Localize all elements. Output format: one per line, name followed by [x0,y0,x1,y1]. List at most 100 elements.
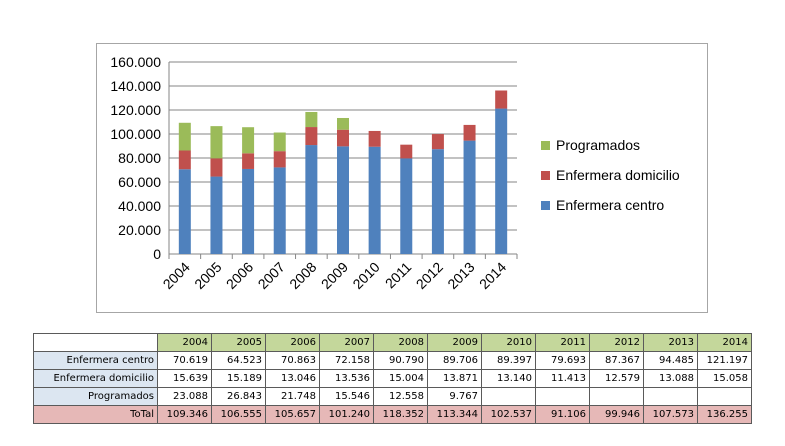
value-cell: 15.058 [697,369,752,388]
value-cell: 15.546 [319,387,374,406]
value-cell: 89.397 [481,351,536,370]
year-header: 2014 [697,333,752,352]
data-table: 2004 2005 2006 2007 2008 2009 2010 2011 2012 2013… [33,333,752,424]
year-header: 2009 [427,333,482,352]
value-cell: 121.197 [697,351,752,370]
value-cell: 94.485 [643,351,698,370]
year-header: 2012 [589,333,644,352]
value-cell: 13.046 [265,369,320,388]
y-tick-label: 120.000 [110,102,161,118]
x-tick-label: 2006 [223,259,256,292]
x-tick-label: 2014 [476,259,509,292]
total-value-cell: 105.657 [265,405,320,424]
bar-segment [178,169,191,254]
bar-segment [431,134,444,150]
x-tick-label: 2008 [286,259,319,292]
y-tick-label: 0 [153,246,161,262]
y-tick-label: 20.000 [118,222,161,238]
value-cell [535,387,590,406]
value-cell: 15.004 [373,369,428,388]
bar-segment [273,167,286,254]
x-tick-label: 2004 [160,259,193,292]
value-cell: 90.790 [373,351,428,370]
value-cell: 70.863 [265,351,320,370]
bar-segment [305,127,318,146]
total-value-cell: 106.555 [211,405,266,424]
value-cell: 72.158 [319,351,374,370]
row-label: Programados [33,387,158,406]
x-tick-label: 2010 [349,259,382,292]
year-header: 2006 [265,333,320,352]
value-cell [481,387,536,406]
value-cell: 79.693 [535,351,590,370]
value-cell: 13.140 [481,369,536,388]
total-label: ToTal [33,405,158,424]
bar-segment [368,146,381,254]
table-row: Programados 23.088 26.843 21.748 15.546 12.55… [33,387,752,406]
total-value-cell: 107.573 [643,405,698,424]
bar-segment [210,158,223,177]
legend-swatch [541,171,550,180]
legend-swatch [541,141,550,150]
table-header-row: 2004 2005 2006 2007 2008 2009 2010 2011 2012 2013… [33,333,752,352]
value-cell: 15.189 [211,369,266,388]
y-tick-label: 40.000 [118,198,161,214]
value-cell: 12.558 [373,387,428,406]
total-value-cell: 91.106 [535,405,590,424]
bar-segment [400,158,413,254]
table-row: Enfermera centro 70.619 64.523 70.863 72.158… [33,351,752,370]
bar-segment [242,127,255,154]
value-cell: 26.843 [211,387,266,406]
bar-segment [210,126,223,159]
value-cell: 70.619 [157,351,212,370]
bar-segment [463,124,476,141]
year-header: 2011 [535,333,590,352]
total-value-cell: 136.255 [697,405,752,424]
legend-swatch [541,201,550,210]
legend-label: Enfermera domicilio [556,167,680,183]
bar-segment [178,150,191,170]
y-tick-label: 80.000 [118,150,161,166]
bar-segment [210,176,223,254]
total-row: ToTal 109.346 106.555 105.657 101.240 118.352… [33,405,752,424]
bar-segment [495,90,508,109]
bar-segment [431,149,444,254]
value-cell: 11.413 [535,369,590,388]
value-cell [643,387,698,406]
y-tick-label: 100.000 [110,126,161,142]
value-cell: 13.536 [319,369,374,388]
bar-segment [463,140,476,254]
table-corner-cell [33,333,158,352]
y-tick-label: 160.000 [110,54,161,70]
value-cell: 12.579 [589,369,644,388]
bar-segment [337,146,349,254]
value-cell [697,387,752,406]
value-cell: 64.523 [211,351,266,370]
x-tick-label: 2013 [444,259,477,292]
bar-segment [305,111,318,128]
value-cell [589,387,644,406]
value-cell: 21.748 [265,387,320,406]
bar-segment [495,108,508,254]
value-cell: 13.871 [427,369,482,388]
bar-segment [337,129,349,147]
chart-area: 0 20.000 40.000 60.000 80.000 100.000 120.000 1… [96,43,708,313]
total-value-cell: 102.537 [481,405,536,424]
y-tick-label: 60.000 [118,174,161,190]
year-header: 2010 [481,333,536,352]
value-cell: 87.367 [589,351,644,370]
value-cell: 9.767 [427,387,482,406]
bar-segment [400,144,413,159]
year-header: 2005 [211,333,266,352]
bar-segment [305,145,318,254]
year-header: 2004 [157,333,212,352]
x-tick-label: 2005 [191,259,224,292]
stacked-bar-chart: 0 20.000 40.000 60.000 80.000 100.000 120.000 1… [110,54,680,292]
value-cell: 23.088 [157,387,212,406]
year-header: 2007 [319,333,374,352]
row-label: Enfermera centro [33,351,158,370]
x-tick-label: 2007 [255,259,288,292]
bar-segment [178,122,191,151]
x-tick-label: 2012 [413,259,446,292]
year-header: 2008 [373,333,428,352]
